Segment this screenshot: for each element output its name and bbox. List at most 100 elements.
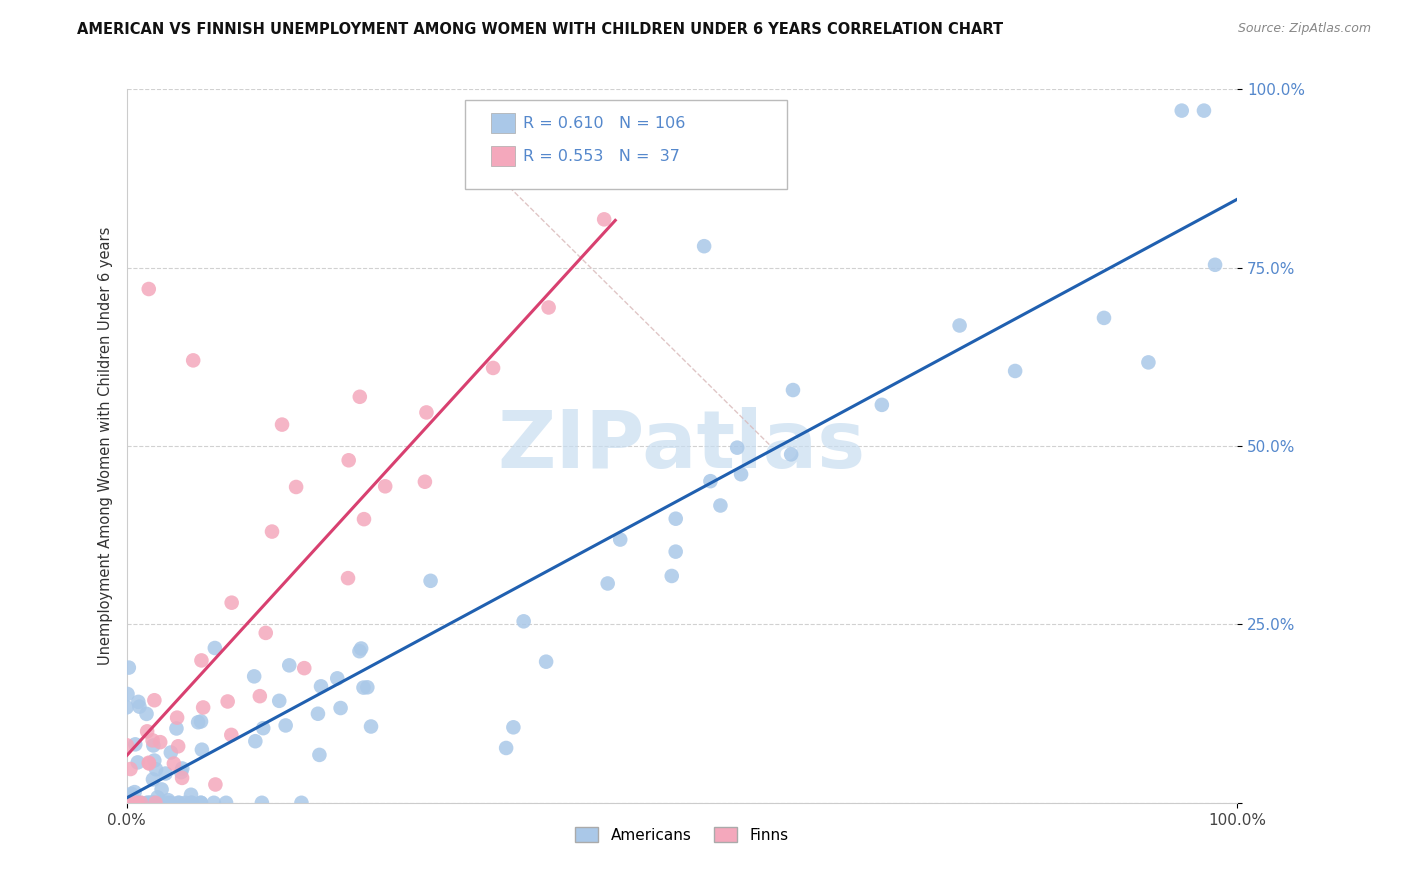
Point xyxy=(117,796,139,810)
Point xyxy=(142,739,165,753)
Point xyxy=(190,796,212,810)
Point xyxy=(143,693,166,707)
Point xyxy=(163,756,186,771)
Point xyxy=(260,524,283,539)
Point xyxy=(190,653,212,667)
Point xyxy=(156,796,179,810)
Point xyxy=(128,699,150,714)
Point xyxy=(143,796,166,810)
Point xyxy=(596,576,619,591)
Point xyxy=(782,383,804,397)
Point xyxy=(143,754,166,768)
Point xyxy=(146,790,169,805)
Point xyxy=(419,574,441,588)
Point xyxy=(221,728,243,742)
Point xyxy=(159,796,181,810)
Point xyxy=(349,390,371,404)
Point xyxy=(190,796,212,810)
Point xyxy=(120,796,142,810)
Bar xyxy=(491,146,515,166)
Point xyxy=(145,796,167,810)
Point xyxy=(870,398,893,412)
Point xyxy=(135,706,157,721)
Point xyxy=(136,796,159,810)
Point xyxy=(204,640,226,655)
Point xyxy=(120,796,142,810)
Point xyxy=(120,787,142,801)
Point xyxy=(374,479,396,493)
Point xyxy=(118,796,141,810)
Point xyxy=(139,796,162,810)
Point xyxy=(730,467,752,482)
Point xyxy=(180,788,202,802)
Point xyxy=(167,739,190,754)
Point xyxy=(278,658,301,673)
Point xyxy=(172,762,194,776)
Point xyxy=(217,694,239,708)
Point xyxy=(780,447,803,461)
Point xyxy=(329,701,352,715)
Point xyxy=(115,739,138,753)
Point xyxy=(725,441,748,455)
Point xyxy=(155,766,177,780)
Point xyxy=(166,722,188,736)
Text: ZIPatlas: ZIPatlas xyxy=(498,407,866,485)
Text: R = 0.553   N =  37: R = 0.553 N = 37 xyxy=(523,149,681,164)
Point xyxy=(125,796,148,810)
Point xyxy=(350,641,373,656)
Point xyxy=(117,687,139,701)
Point xyxy=(139,796,162,810)
Point xyxy=(136,724,159,739)
Point xyxy=(118,796,141,810)
Point xyxy=(353,681,375,695)
Point xyxy=(254,626,277,640)
Point xyxy=(187,715,209,730)
Point xyxy=(949,318,972,333)
Point xyxy=(537,301,560,315)
Point xyxy=(117,796,139,810)
Point xyxy=(307,706,329,721)
Point xyxy=(699,474,721,488)
Point xyxy=(138,756,160,770)
Point xyxy=(115,796,138,810)
Point xyxy=(413,475,436,489)
Point xyxy=(120,762,142,776)
Text: AMERICAN VS FINNISH UNEMPLOYMENT AMONG WOMEN WITH CHILDREN UNDER 6 YEARS CORRELA: AMERICAN VS FINNISH UNEMPLOYMENT AMONG W… xyxy=(77,22,1004,37)
Point xyxy=(202,796,225,810)
Point xyxy=(349,644,371,658)
Point xyxy=(115,796,138,810)
Point xyxy=(593,168,616,182)
Point xyxy=(138,756,160,771)
Point xyxy=(149,735,172,749)
Point xyxy=(115,700,138,714)
Point xyxy=(180,796,202,810)
Point xyxy=(181,353,204,368)
Point xyxy=(191,742,214,756)
Point xyxy=(271,417,294,432)
Point xyxy=(308,747,330,762)
Point xyxy=(150,782,173,797)
Point xyxy=(142,772,165,787)
Point xyxy=(661,569,683,583)
Point xyxy=(166,711,188,725)
Point xyxy=(115,796,138,810)
Point xyxy=(142,796,165,810)
Point xyxy=(167,796,190,810)
Point xyxy=(665,512,688,526)
Point xyxy=(221,596,243,610)
Point xyxy=(1137,355,1160,369)
Y-axis label: Unemployment Among Women with Children Under 6 years: Unemployment Among Women with Children U… xyxy=(97,227,112,665)
Point xyxy=(167,796,190,810)
Point xyxy=(534,655,557,669)
Point xyxy=(127,756,149,770)
Point xyxy=(142,733,165,747)
Point xyxy=(127,695,149,709)
Point xyxy=(693,239,716,253)
Point xyxy=(129,796,152,810)
Point xyxy=(148,796,170,810)
Point xyxy=(124,737,146,751)
Point xyxy=(326,671,349,685)
Point xyxy=(337,453,360,467)
Text: R = 0.610   N = 106: R = 0.610 N = 106 xyxy=(523,116,686,131)
Bar xyxy=(491,113,515,134)
